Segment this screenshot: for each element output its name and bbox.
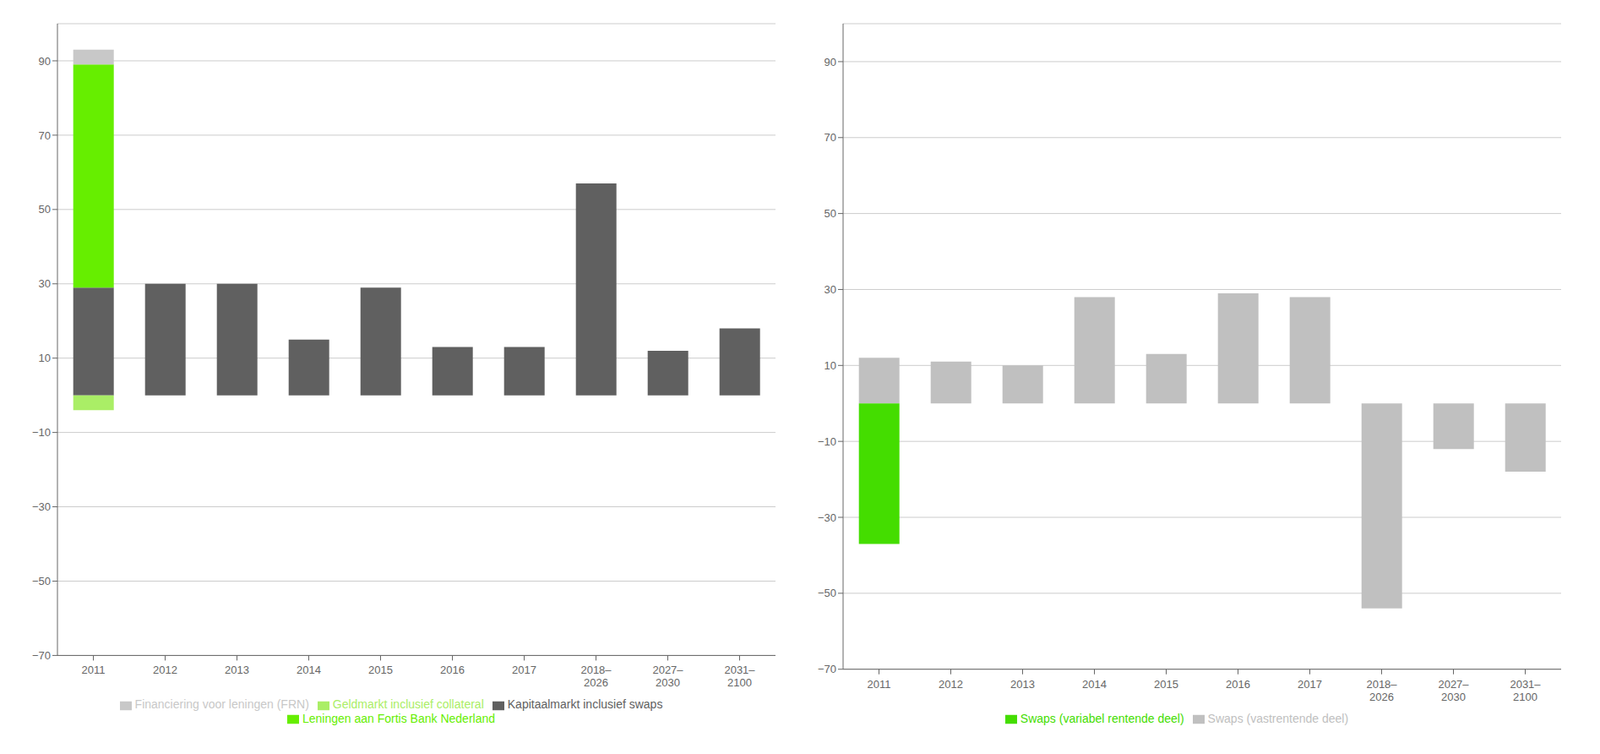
svg-text:−70: −70 — [817, 662, 837, 675]
svg-text:2018–2026: 2018–2026 — [580, 663, 612, 689]
svg-text:90: 90 — [38, 54, 51, 68]
svg-text:90: 90 — [824, 55, 837, 69]
svg-text:2011: 2011 — [81, 663, 106, 676]
svg-text:2014: 2014 — [1082, 677, 1107, 691]
html-text:Swaps (variabel rentende deel): Swaps (variabel rentende deel) — [1020, 711, 1185, 725]
svg-text:2031–2100: 2031–2100 — [1509, 677, 1541, 703]
html-text:Financiering voor leningen (FR: Financiering voor leningen (FRN) — [134, 697, 310, 711]
svg-text:2015: 2015 — [1153, 677, 1179, 691]
svg-text:50: 50 — [824, 206, 837, 220]
svg-text:2013: 2013 — [224, 663, 250, 676]
svg-text:10: 10 — [824, 359, 837, 372]
svg-text:10: 10 — [38, 351, 51, 365]
svg-text:2017: 2017 — [511, 663, 537, 676]
svg-text:−30: −30 — [32, 500, 51, 513]
svg-text:−10: −10 — [32, 425, 51, 439]
svg-text:2014: 2014 — [296, 663, 322, 676]
svg-text:2012: 2012 — [152, 663, 178, 676]
svg-text:50: 50 — [38, 202, 51, 216]
svg-text:2016: 2016 — [1225, 677, 1251, 691]
svg-text:30: 30 — [38, 277, 51, 290]
svg-text:−50: −50 — [32, 574, 51, 588]
svg-text:2017: 2017 — [1297, 677, 1323, 691]
svg-text:2027–2030: 2027–2030 — [1437, 677, 1470, 703]
html-text:Geldmarkt inclusief collateral: Geldmarkt inclusief collateral — [332, 697, 484, 711]
svg-text:2016: 2016 — [440, 663, 465, 676]
svg-text:30: 30 — [824, 282, 837, 296]
svg-text:2015: 2015 — [368, 663, 393, 676]
html-text:Leningen aan Fortis Bank Neder: Leningen aan Fortis Bank Nederland — [302, 711, 496, 725]
svg-text:70: 70 — [824, 130, 837, 144]
html-text:Swaps (vastrentende deel): Swaps (vastrentende deel) — [1207, 711, 1349, 725]
svg-text:−50: −50 — [817, 586, 837, 599]
svg-text:−10: −10 — [817, 435, 837, 448]
svg-text:2018–2026: 2018–2026 — [1365, 677, 1398, 703]
svg-text:−70: −70 — [32, 648, 51, 662]
svg-text:2011: 2011 — [867, 677, 892, 691]
svg-text:2013: 2013 — [1010, 677, 1035, 691]
svg-text:2012: 2012 — [938, 677, 964, 691]
svg-text:70: 70 — [38, 129, 51, 142]
svg-text:2027–2030: 2027–2030 — [652, 663, 684, 689]
svg-text:−30: −30 — [817, 511, 837, 524]
svg-text:2031–2100: 2031–2100 — [723, 663, 756, 689]
html-text:Kapitaalmarkt inclusief swaps: Kapitaalmarkt inclusief swaps — [507, 697, 663, 711]
